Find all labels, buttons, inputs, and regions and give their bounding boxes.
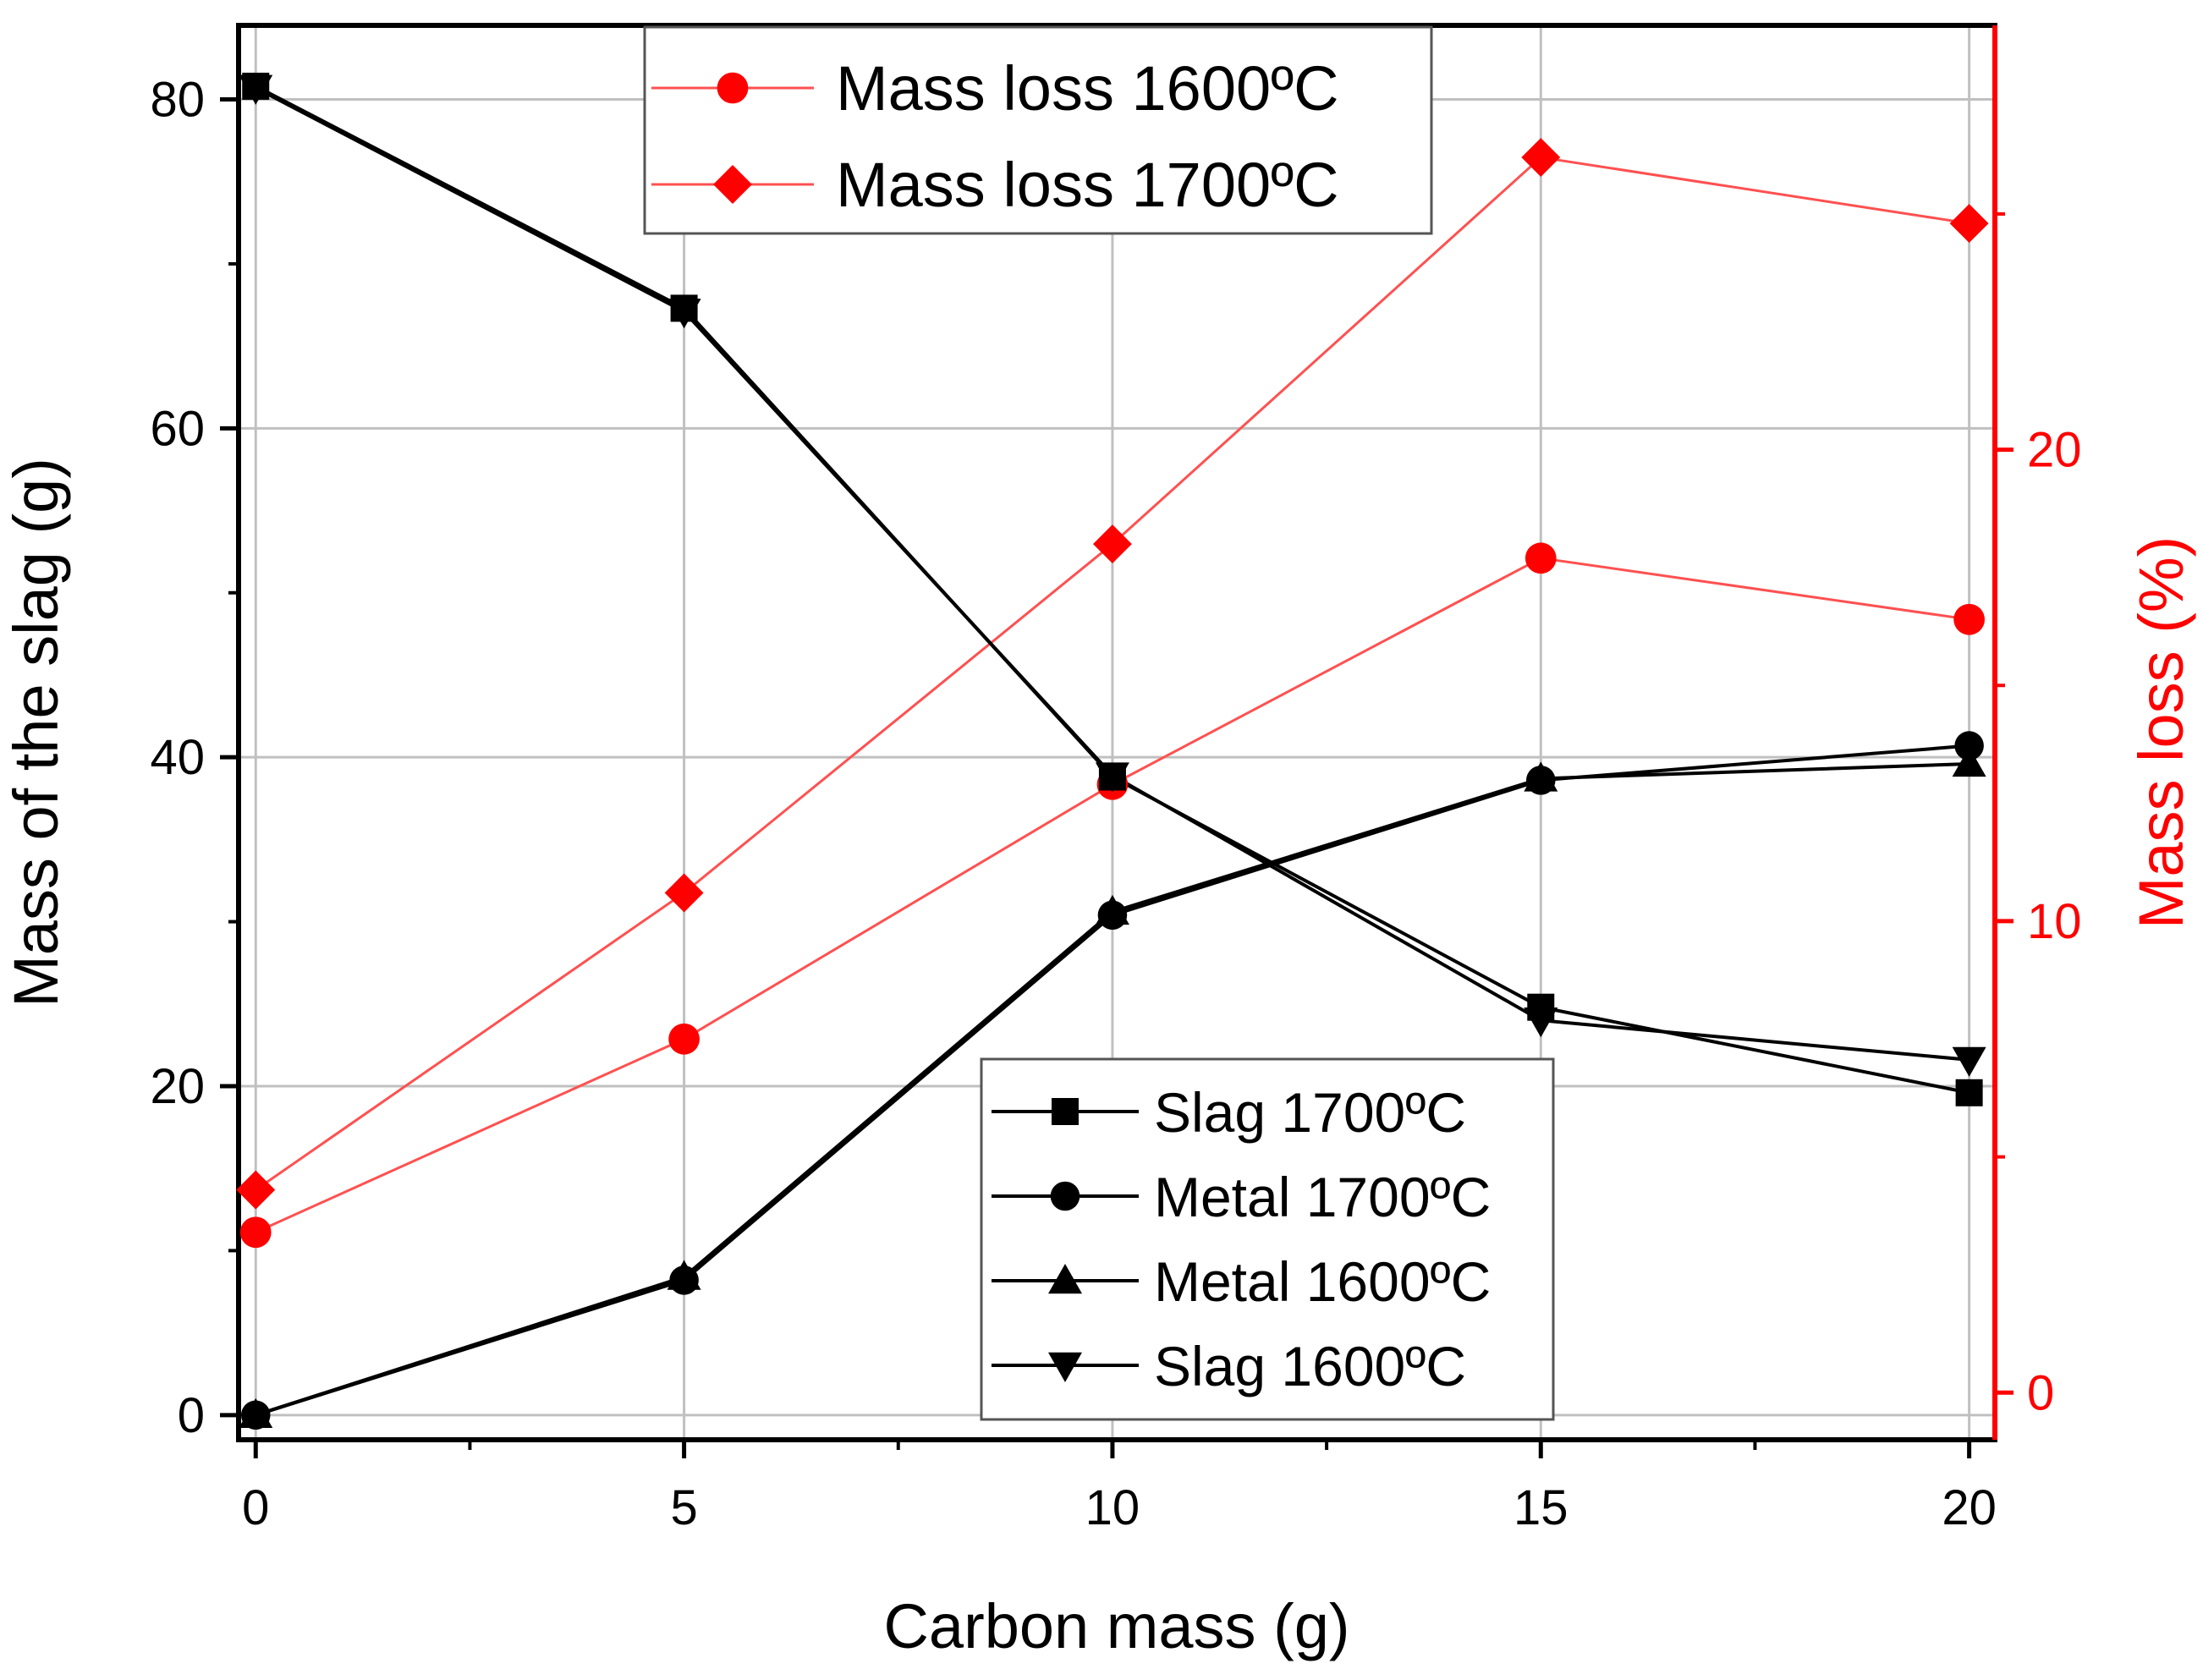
legend-top-box (643, 25, 1433, 235)
point-mass-loss-1700c (236, 1170, 276, 1210)
legend-swatch-marker (713, 165, 752, 204)
legend-swatch-marker (717, 72, 749, 104)
point-metal-1600c (1524, 761, 1558, 792)
legend-swatch-marker (1052, 1098, 1079, 1125)
point-metal-1600c (667, 1260, 701, 1290)
legend-label: Slag 1700ºC (1154, 1081, 1466, 1144)
point-mass-loss-1700c (1092, 524, 1132, 564)
point-metal-1700c (1954, 731, 1984, 760)
point-mass-loss-1700c (664, 873, 704, 913)
x-axis: 0 5 10 15 20 (242, 1440, 1997, 1535)
y-tick-label: 60 (150, 401, 205, 456)
y-tick-label: 20 (150, 1059, 205, 1114)
point-slag-1600c (1524, 1007, 1558, 1038)
legend-label: Slag 1600ºC (1154, 1335, 1466, 1397)
point-mass-loss-1600c (668, 1023, 700, 1055)
x-tick-label: 15 (1514, 1480, 1568, 1535)
y2-axis-title: Mass loss (%) (2126, 536, 2196, 930)
legend-label: Metal 1600ºC (1154, 1250, 1491, 1313)
series (236, 72, 1989, 1430)
y-tick-label: 80 (150, 72, 205, 127)
y-axis: 0 20 40 60 80 (150, 72, 239, 1443)
legend-swatch-marker (1048, 1264, 1082, 1294)
point-metal-1600c (1095, 894, 1129, 925)
legend-swatch-marker (1050, 1181, 1080, 1211)
x-tick-label: 5 (670, 1480, 697, 1535)
point-slag-1600c (239, 74, 273, 105)
legend-swatch-marker (1048, 1352, 1082, 1382)
y2-tick-label: 0 (2027, 1365, 2054, 1420)
y2-tick-label: 10 (2027, 894, 2082, 949)
legend-label: Mass loss 1600ºC (836, 53, 1339, 124)
point-mass-loss-1700c (1521, 138, 1561, 178)
point-mass-loss-1600c (239, 1216, 272, 1249)
x-tick-label: 0 (242, 1480, 269, 1535)
x-tick-label: 10 (1085, 1480, 1140, 1535)
point-slag-1600c (1095, 762, 1129, 793)
x-tick-label: 20 (1942, 1480, 1997, 1535)
point-slag-1600c (1952, 1046, 1986, 1077)
y2-axis: 0 10 20 (1992, 25, 2082, 1440)
legend-label: Mass loss 1700ºC (836, 150, 1339, 220)
y-tick-label: 0 (178, 1388, 205, 1443)
y-axis-title: Mass of the slag (g) (1, 458, 71, 1007)
point-mass-loss-1700c (1949, 204, 1989, 244)
legend-bottom: Slag 1700ºC Metal 1700ºC Metal 1600ºC Slag … (980, 1057, 1555, 1421)
point-mass-loss-1600c (1953, 603, 1985, 635)
point-slag-1600c (667, 299, 701, 329)
point-metal-1600c (1952, 746, 1986, 777)
legend-label: Metal 1700ºC (1154, 1166, 1491, 1228)
x-axis-title: Carbon mass (g) (883, 1591, 1349, 1661)
point-slag-1700c (1955, 1079, 1983, 1106)
y2-tick-label: 20 (2027, 423, 2082, 478)
point-metal-1600c (239, 1397, 273, 1429)
legend-top: Mass loss 1600ºC Mass loss 1700ºC (643, 25, 1433, 235)
point-mass-loss-1600c (1525, 542, 1557, 574)
y-tick-label: 40 (150, 730, 205, 785)
